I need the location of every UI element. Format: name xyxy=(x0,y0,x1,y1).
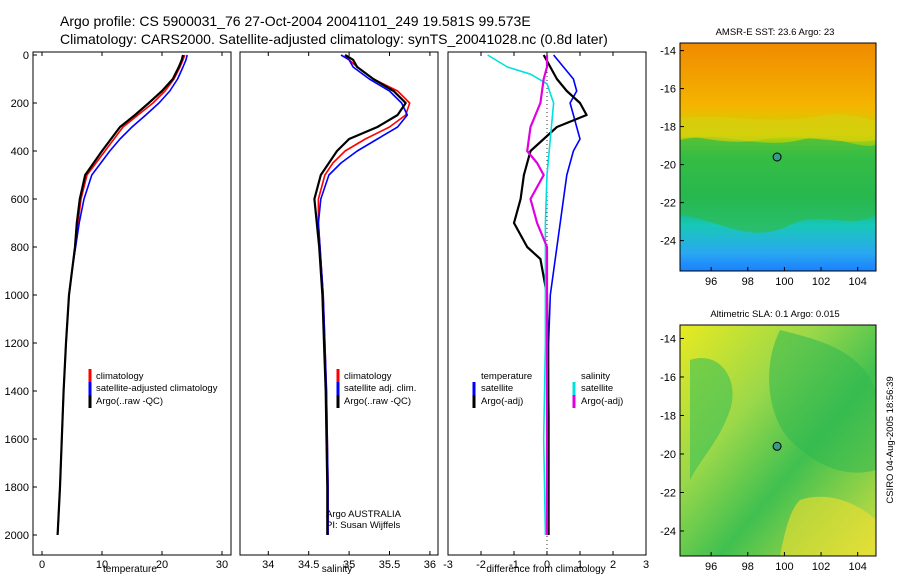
y-tick-label: 1000 xyxy=(5,290,29,302)
legend-climatology: climatology xyxy=(96,371,144,382)
legend-diff-satellite: satellite xyxy=(481,383,513,394)
map-y-tick-label: -14 xyxy=(660,46,676,58)
sst-map-title: AMSR-E SST: 23.6 Argo: 23 xyxy=(716,27,835,38)
legend-sal-diff-satellite: satellite xyxy=(581,383,613,394)
legend-satellite-adjusted: satellite-adjusted climatology xyxy=(96,383,218,394)
x-tick-label: 0 xyxy=(544,559,550,571)
sla-map-panel: Altimetric SLA: 0.1 Argo: 0.015 96 98 100 1… xyxy=(660,309,877,573)
x-tick-label: 3 xyxy=(643,559,649,571)
map-y-tick-label: -18 xyxy=(660,122,676,134)
title-line-1: Argo profile: CS 5900031_76 27-Oct-2004 … xyxy=(60,13,531,29)
map-y-tick-label: -14 xyxy=(660,333,676,345)
y-tick-label: 1600 xyxy=(5,434,29,446)
map-x-tick-label: 100 xyxy=(775,276,793,288)
y-tick-label: 200 xyxy=(11,98,29,110)
map-x-tick-label: 96 xyxy=(705,561,717,573)
salinity-panel: 34 34.5 35 35.5 36 salinity climatology sate… xyxy=(239,51,439,575)
series-line-temperature-argo xyxy=(512,54,588,535)
sla-map-title: Altimetric SLA: 0.1 Argo: 0.015 xyxy=(710,309,839,320)
sla-green-patch-1 xyxy=(690,358,733,480)
map-y-tick-label: -16 xyxy=(660,84,676,96)
y-tick-label: 400 xyxy=(11,146,29,158)
x-tick-label: 10 xyxy=(96,559,108,571)
x-tick-label: 20 xyxy=(156,559,168,571)
pi-label: PI: Susan Wijffels xyxy=(326,520,401,531)
x-tick-label: -3 xyxy=(443,559,453,571)
y-tick-label: 1800 xyxy=(5,482,29,494)
series-line-argo xyxy=(313,54,407,535)
map-x-tick-label: 104 xyxy=(849,561,867,573)
y-tick-label: 1200 xyxy=(5,338,29,350)
sla-yellow-patch xyxy=(780,496,876,556)
sst-yellow-band xyxy=(680,114,876,142)
x-tick-label: 35 xyxy=(343,559,355,571)
map-y-tick-label: -22 xyxy=(660,487,676,499)
series-line-salinity-satellite xyxy=(487,54,555,536)
x-tick-label: 36 xyxy=(424,559,436,571)
legend-sal-climatology: climatology xyxy=(344,371,392,382)
sst-argo-location-marker xyxy=(772,152,782,162)
argo-australia-label: Argo AUSTRALIA xyxy=(326,509,402,520)
temperature-panel: 0 200 400 600 800 1000 1200 1400 1600 1800 2000 0 1… xyxy=(5,50,232,575)
legend-sal-satellite: satellite adj. clim. xyxy=(344,383,416,394)
temperature-xlabel: temperature xyxy=(103,564,157,575)
map-y-tick-label: -24 xyxy=(660,236,676,248)
difference-xlabel: difference from climatology xyxy=(486,564,605,575)
sst-axes xyxy=(679,42,877,272)
map-y-tick-label: -20 xyxy=(660,160,676,172)
map-x-tick-label: 96 xyxy=(705,276,717,288)
map-y-tick-label: -22 xyxy=(660,198,676,210)
legend-sal-diff-argo: Argo(-adj) xyxy=(581,396,623,407)
x-tick-label: 0 xyxy=(39,559,45,571)
series-line-argo xyxy=(56,54,185,536)
legend-temperature-heading: temperature xyxy=(481,371,532,382)
x-tick-label: -1 xyxy=(509,559,519,571)
series-line-salinity-argo xyxy=(526,55,549,535)
map-y-tick-label: -18 xyxy=(660,410,676,422)
y-tick-label: 1400 xyxy=(5,386,29,398)
x-tick-label: -2 xyxy=(476,559,486,571)
salinity-legend: climatology satellite adj. clim. Argo(..… xyxy=(336,369,416,408)
csiro-timestamp: CSIRO 04-Aug-2005 18:56:39 xyxy=(885,376,896,503)
sla-green-patch-2 xyxy=(769,330,876,473)
y-tick-label: 0 xyxy=(23,50,29,62)
legend-argo: Argo(..raw -QC) xyxy=(96,396,163,407)
salinity-xlabel: salinity xyxy=(322,564,353,575)
map-x-tick-label: 102 xyxy=(812,276,830,288)
sla-axes xyxy=(679,324,877,557)
x-tick-label: 34.5 xyxy=(298,559,319,571)
sst-map-panel: AMSR-E SST: 23.6 Argo: 23 96 98 100 102 104 … xyxy=(660,27,877,288)
x-tick-label: 35.5 xyxy=(379,559,400,571)
series-line-temperature-satellite xyxy=(547,54,581,535)
map-x-tick-label: 102 xyxy=(812,561,830,573)
difference-panel: -3 -2 -1 0 1 2 3 difference from climatology t… xyxy=(443,51,649,575)
temperature-legend: climatology satellite-adjusted climatolo… xyxy=(88,369,218,408)
x-tick-label: 30 xyxy=(216,559,228,571)
legend-salinity-heading: salinity xyxy=(581,371,610,382)
sla-argo-location-marker xyxy=(772,441,782,451)
temperature-axes xyxy=(32,51,232,556)
legend-sal-argo: Argo(..raw -QC) xyxy=(344,396,411,407)
x-tick-label: 34 xyxy=(262,559,274,571)
x-tick-label: 1 xyxy=(577,559,583,571)
map-y-tick-label: -16 xyxy=(660,372,676,384)
x-tick-label: 2 xyxy=(610,559,616,571)
map-y-tick-label: -24 xyxy=(660,526,676,538)
y-tick-label: 800 xyxy=(11,242,29,254)
sst-green-tongue xyxy=(680,137,876,233)
map-x-tick-label: 104 xyxy=(849,276,867,288)
legend-diff-argo: Argo(-adj) xyxy=(481,396,523,407)
salinity-axes xyxy=(239,51,439,556)
y-tick-label: 2000 xyxy=(5,530,29,542)
y-tick-label: 600 xyxy=(11,194,29,206)
title-line-2: Climatology: CARS2000. Satellite-adjuste… xyxy=(60,31,608,47)
difference-legend: temperature satellite Argo(-adj) salinit… xyxy=(472,371,623,408)
map-x-tick-label: 98 xyxy=(742,561,754,573)
map-x-tick-label: 100 xyxy=(775,561,793,573)
map-x-tick-label: 98 xyxy=(742,276,754,288)
map-y-tick-label: -20 xyxy=(660,449,676,461)
